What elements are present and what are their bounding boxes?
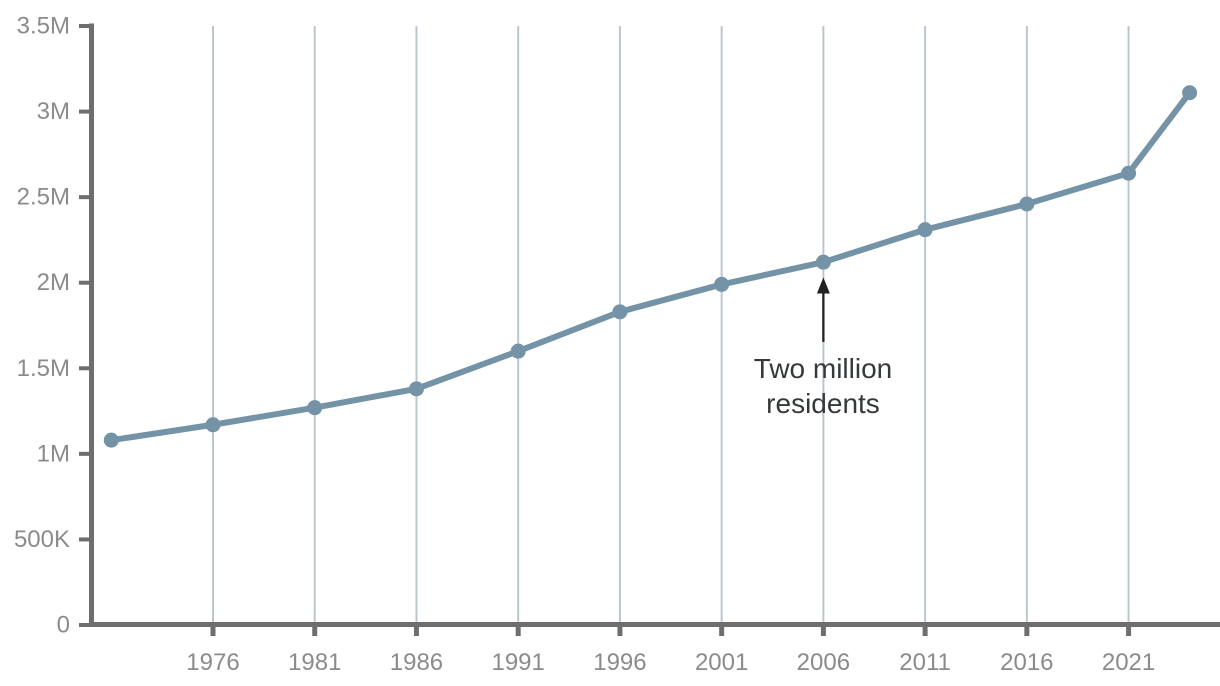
y-tick-label: 1.5M [17, 355, 70, 382]
x-tick-label: 1976 [186, 649, 239, 676]
x-tick-label: 1986 [390, 649, 443, 676]
data-point-1976 [205, 417, 221, 433]
data-point-1971 [103, 432, 119, 448]
x-tick-label: 2021 [1102, 649, 1155, 676]
data-point-2024 [1182, 85, 1198, 101]
data-point-1996 [612, 304, 628, 320]
data-point-1986 [408, 381, 424, 397]
data-point-1991 [510, 343, 526, 359]
y-tick-label: 3.5M [17, 13, 70, 40]
data-point-1981 [307, 400, 323, 416]
annotation-arrow-head [816, 277, 830, 294]
y-tick-label: 0 [57, 612, 70, 639]
x-tick-label: 1991 [491, 649, 544, 676]
x-tick-label: 2011 [899, 649, 951, 676]
data-point-2021 [1121, 165, 1137, 181]
x-tick-label: 1996 [593, 649, 646, 676]
y-tick-label: 2.5M [17, 184, 70, 211]
x-tick-label: 1981 [288, 649, 341, 676]
data-point-2001 [714, 276, 730, 292]
x-tick-label: 2001 [695, 649, 748, 676]
y-tick-label: 2M [37, 269, 70, 296]
data-point-2016 [1019, 196, 1035, 212]
x-tick-label: 2016 [1000, 649, 1053, 676]
population-series-line [108, 89, 1193, 444]
data-point-2006 [815, 254, 831, 270]
y-tick-label: 3M [37, 98, 70, 125]
y-tick-label: 1M [37, 440, 70, 467]
y-tick-label: 500K [14, 526, 70, 553]
data-point-2011 [917, 222, 933, 238]
x-tick-label: 2006 [797, 649, 850, 676]
